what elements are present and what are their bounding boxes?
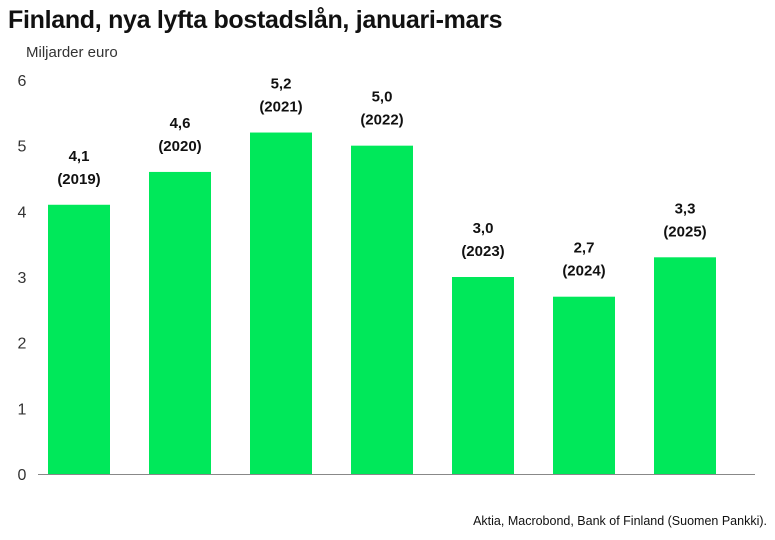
y-tick-label: 6 (18, 73, 27, 90)
y-tick-label: 4 (18, 204, 27, 221)
bar-2020 (149, 171, 211, 474)
bar-2021 (250, 132, 312, 475)
year-label: (2023) (461, 243, 504, 260)
value-label: 2,7 (574, 240, 595, 257)
value-label: 5,2 (271, 76, 292, 93)
value-label: 4,1 (69, 148, 90, 165)
value-label: 5,0 (372, 89, 393, 106)
source-note: Aktia, Macrobond, Bank of Finland (Suome… (473, 514, 767, 528)
year-label: (2022) (360, 112, 403, 129)
year-label: (2021) (259, 99, 302, 116)
value-label: 4,6 (170, 115, 191, 132)
bar-2023 (452, 277, 514, 474)
y-tick-label: 5 (18, 139, 27, 156)
bars (48, 132, 716, 475)
year-label: (2025) (663, 223, 706, 240)
y-tick-label: 1 (18, 401, 27, 418)
value-label: 3,3 (675, 200, 696, 217)
bar-2019 (48, 204, 110, 474)
y-tick-label: 0 (18, 467, 27, 484)
year-label: (2020) (158, 138, 201, 155)
chart-title: Finland, nya lyfta bostadslån, januari-m… (8, 6, 503, 34)
bar-2022 (351, 145, 413, 474)
bar-2024 (553, 296, 615, 474)
y-tick-label: 3 (18, 270, 27, 287)
bar-2025 (654, 257, 716, 474)
year-label: (2024) (562, 263, 605, 280)
data-labels: 4,1 (2019) 4,6 (2020) 5,2 (2021) 5,0 (2022) 3,0 (… (57, 76, 706, 280)
year-label: (2019) (57, 171, 100, 188)
y-tick-label: 2 (18, 336, 27, 353)
y-axis-unit-label: Miljarder euro (26, 44, 118, 61)
y-axis-ticks: 0 1 2 3 4 5 6 (18, 73, 27, 484)
value-label: 3,0 (473, 220, 494, 237)
